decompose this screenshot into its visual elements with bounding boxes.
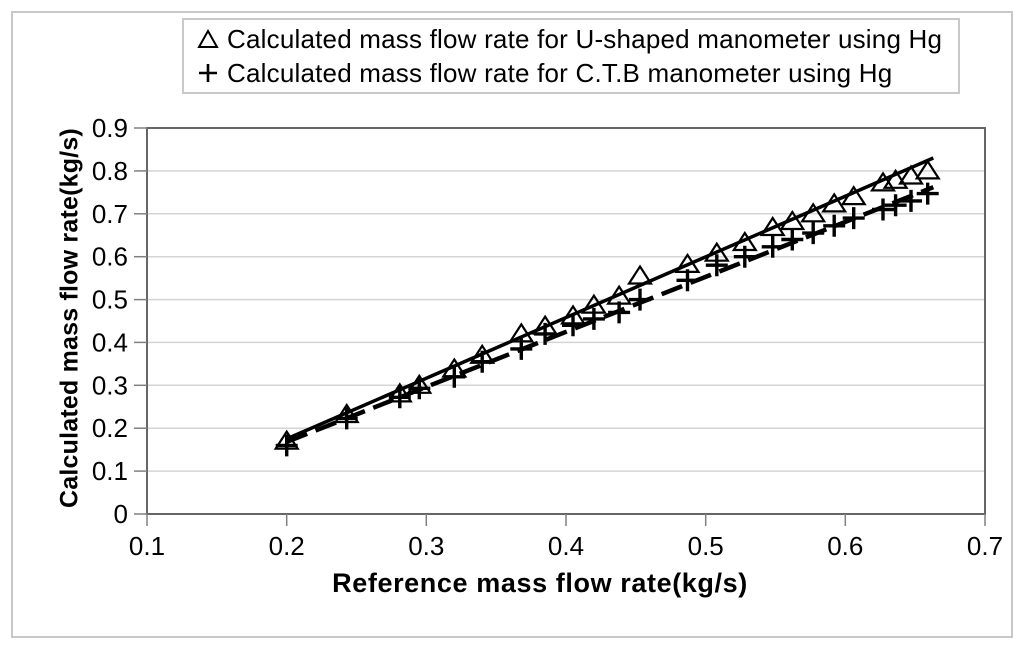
data-point: [914, 159, 941, 180]
trendline-ctb: [285, 185, 935, 444]
y-tick-label: 0.1: [92, 456, 128, 486]
series-ctb: [275, 182, 939, 457]
triangle-up-marker-icon: [197, 28, 219, 48]
x-tick-label: 0.7: [967, 531, 1003, 561]
data-point: [802, 222, 825, 245]
data-point: [840, 185, 867, 206]
legend-item-ctb: Calculated mass flow rate for C.T.B mano…: [196, 60, 952, 86]
data-point: [882, 168, 909, 189]
data-point: [408, 377, 431, 400]
data-point: [872, 198, 894, 221]
y-tick-label: 0.7: [92, 199, 128, 229]
data-point: [534, 322, 557, 345]
data-point: [443, 365, 466, 388]
y-tick-label: 0.4: [92, 327, 128, 357]
data-point: [629, 288, 651, 311]
y-axis-title: Calculated mass flow rate(kg/s): [55, 128, 84, 508]
data-point: [705, 254, 728, 277]
y-tick-label: 0.6: [92, 242, 128, 272]
x-tick-label: 0.4: [548, 531, 584, 561]
x-tick-label: 0.1: [129, 531, 165, 561]
y-tick-label: 0.8: [92, 156, 128, 186]
data-point: [626, 264, 654, 285]
data-point: [897, 164, 925, 185]
data-point: [335, 407, 358, 430]
data-point: [733, 245, 756, 268]
data-point: [582, 307, 605, 330]
y-tick-label: 0: [114, 499, 128, 529]
data-point: [388, 386, 411, 409]
legend-item-u-shaped: Calculated mass flow rate for U-shaped m…: [196, 26, 952, 52]
x-axis-title: Reference mass flow rate(kg/s): [332, 568, 748, 598]
data-point: [823, 214, 846, 237]
y-tick-label: 0.9: [92, 113, 128, 143]
data-point: [884, 194, 907, 217]
y-tick-label: 0.2: [92, 413, 128, 443]
data-point: [510, 337, 533, 360]
y-tick-label: 0.5: [92, 285, 128, 315]
data-point: [916, 182, 939, 205]
data-point: [676, 269, 699, 292]
legend: Calculated mass flow rate for U-shaped m…: [182, 18, 960, 94]
x-tick-label: 0.5: [688, 531, 724, 561]
plus-marker-icon: [199, 64, 217, 82]
data-point: [761, 235, 784, 258]
data-point: [562, 314, 584, 337]
data-point: [759, 215, 786, 237]
data-point: [781, 228, 804, 251]
data-point: [608, 301, 631, 324]
plot-border: [146, 127, 986, 515]
trendline-u-shaped: [286, 156, 934, 441]
data-point: [275, 434, 298, 457]
data-point: [842, 207, 865, 230]
data-point: [471, 350, 494, 373]
data-point: [900, 189, 922, 212]
x-tick-label: 0.6: [827, 531, 863, 561]
legend-label: Calculated mass flow rate for C.T.B mano…: [227, 58, 893, 88]
legend-label: Calculated mass flow rate for U-shaped m…: [227, 24, 943, 54]
x-tick-label: 0.3: [408, 531, 444, 561]
data-point: [821, 192, 848, 213]
y-tick-label: 0.3: [92, 370, 128, 400]
x-tick-label: 0.2: [269, 531, 305, 561]
data-point: [800, 202, 827, 223]
